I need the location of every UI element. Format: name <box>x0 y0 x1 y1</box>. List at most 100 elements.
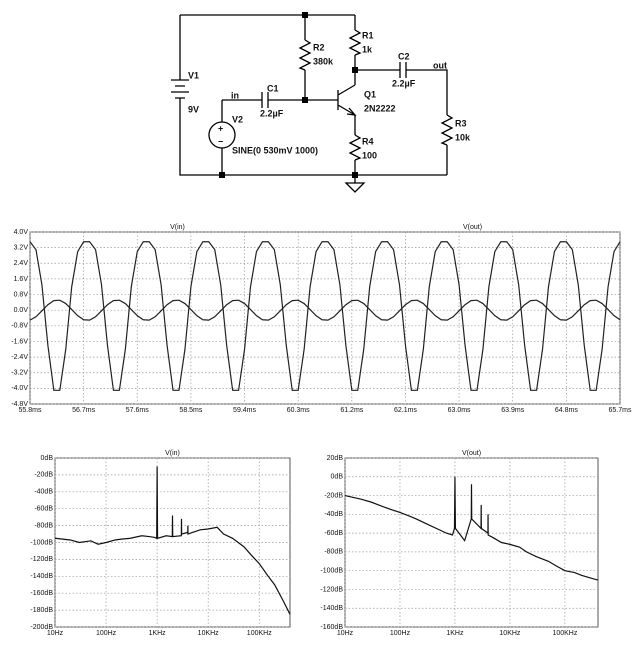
label: 2.2µF <box>392 78 416 88</box>
y-tick-label: -140dB <box>30 573 53 580</box>
y-tick-label: 4.0V <box>14 229 29 236</box>
label: Q1 <box>364 89 376 99</box>
label: R3 <box>455 118 467 128</box>
label: SINE(0 530mV 1000) <box>232 145 318 155</box>
label: C2 <box>398 51 410 61</box>
nodes <box>219 12 358 178</box>
label: 1k <box>362 44 373 54</box>
c2 <box>399 62 407 78</box>
y-tick-label: 0.0V <box>14 307 29 314</box>
y-tick-label: -20dB <box>34 472 53 479</box>
x-tick-label: 100Hz <box>96 630 117 637</box>
x-tick-label: 10Hz <box>337 630 354 637</box>
x-tick-label: 100KHz <box>247 630 272 637</box>
x-tick-label: 60.3ms <box>287 407 310 414</box>
r2 <box>298 39 312 71</box>
label: R4 <box>362 136 374 146</box>
x-tick-label: 65.7ms <box>609 407 632 414</box>
label: 100 <box>362 150 377 160</box>
x-tick-label: 10KHz <box>198 630 220 637</box>
y-tick-label: -4.8V <box>11 401 28 408</box>
legend-label: V(in) <box>170 224 185 231</box>
y-tick-label: -140dB <box>320 605 343 612</box>
x-tick-label: 58.5ms <box>179 407 202 414</box>
x-tick-label: 62.1ms <box>394 407 417 414</box>
q1 <box>337 84 357 116</box>
x-tick-label: 64.8ms <box>555 407 578 414</box>
y-tick-label: -160dB <box>320 624 343 631</box>
v2 <box>208 121 236 149</box>
y-tick-label: 2.4V <box>14 260 29 267</box>
series-line <box>344 476 599 581</box>
schematic: V1 9V R2 380k R1 1k C2 2.2µF C1 2.2µF V2… <box>171 12 471 193</box>
x-tick-label: 100KHz <box>552 630 577 637</box>
y-tick-label: -2.4V <box>11 354 28 361</box>
x-tick-label: 61.2ms <box>340 407 363 414</box>
y-tick-label: -20dB <box>324 492 343 499</box>
label: 10k <box>455 132 471 142</box>
y-tick-label: -1.6V <box>11 338 28 345</box>
label: R1 <box>362 30 374 40</box>
x-tick-label: 100Hz <box>390 630 411 637</box>
label: 2.2µF <box>260 108 284 118</box>
y-tick-label: -40dB <box>34 489 53 496</box>
y-tick-label: 1.6V <box>14 276 29 283</box>
x-tick-label: 56.7ms <box>72 407 95 414</box>
c1 <box>261 92 269 108</box>
y-tick-label: -0.8V <box>11 323 28 330</box>
legend-label: V(out) <box>463 224 482 231</box>
y-tick-label: 20dB <box>327 455 344 462</box>
polarity: − <box>218 136 223 146</box>
x-tick-label: 55.8ms <box>19 407 42 414</box>
label: C1 <box>267 83 279 93</box>
y-tick-label: -180dB <box>30 607 53 614</box>
x-tick-label: 63.9ms <box>501 407 524 414</box>
x-tick-label: 57.6ms <box>126 407 149 414</box>
r3 <box>440 114 454 146</box>
y-tick-label: -80dB <box>34 522 53 529</box>
label: 380k <box>313 56 334 66</box>
y-tick-label: -40dB <box>324 511 343 518</box>
label: V1 <box>188 70 199 80</box>
y-tick-label: -4.0V <box>11 385 28 392</box>
r1 <box>348 29 362 56</box>
label: V2 <box>232 114 243 124</box>
y-tick-label: -3.2V <box>11 370 28 377</box>
x-tick-label: 1KHz <box>446 630 464 637</box>
series-line <box>29 241 621 391</box>
x-tick-label: 1KHz <box>149 630 167 637</box>
legend-label: V(in) <box>165 450 180 457</box>
x-tick-label: 59.4ms <box>233 407 256 414</box>
label: 9V <box>188 104 199 114</box>
y-tick-label: -100dB <box>320 568 343 575</box>
x-tick-label: 10KHz <box>499 630 521 637</box>
y-tick-label: -60dB <box>324 530 343 537</box>
y-tick-label: -120dB <box>320 586 343 593</box>
x-tick-label: 10Hz <box>47 630 64 637</box>
y-tick-label: -160dB <box>30 590 53 597</box>
label: 2N2222 <box>364 103 396 113</box>
plot-area <box>29 231 621 405</box>
label: R2 <box>313 42 325 52</box>
y-tick-label: -80dB <box>324 549 343 556</box>
y-tick-label: 3.2V <box>14 244 29 251</box>
y-tick-label: -60dB <box>34 506 53 513</box>
y-tick-label: -100dB <box>30 539 53 546</box>
net-label: out <box>433 60 447 70</box>
y-tick-label: 0.8V <box>14 291 29 298</box>
ground <box>344 182 366 193</box>
x-tick-label: 63.0ms <box>448 407 471 414</box>
net-label: in <box>231 90 239 100</box>
y-tick-label: 0dB <box>331 474 344 481</box>
y-tick-label: 0dB <box>41 455 54 462</box>
series-line <box>29 299 621 321</box>
y-tick-label: -120dB <box>30 556 53 563</box>
y-tick-label: -200dB <box>30 624 53 631</box>
legend-label: V(out) <box>462 450 481 457</box>
wires <box>179 14 448 183</box>
r4 <box>348 134 362 161</box>
polarity: + <box>218 123 223 133</box>
v1 <box>171 79 189 100</box>
series-line <box>54 466 291 615</box>
